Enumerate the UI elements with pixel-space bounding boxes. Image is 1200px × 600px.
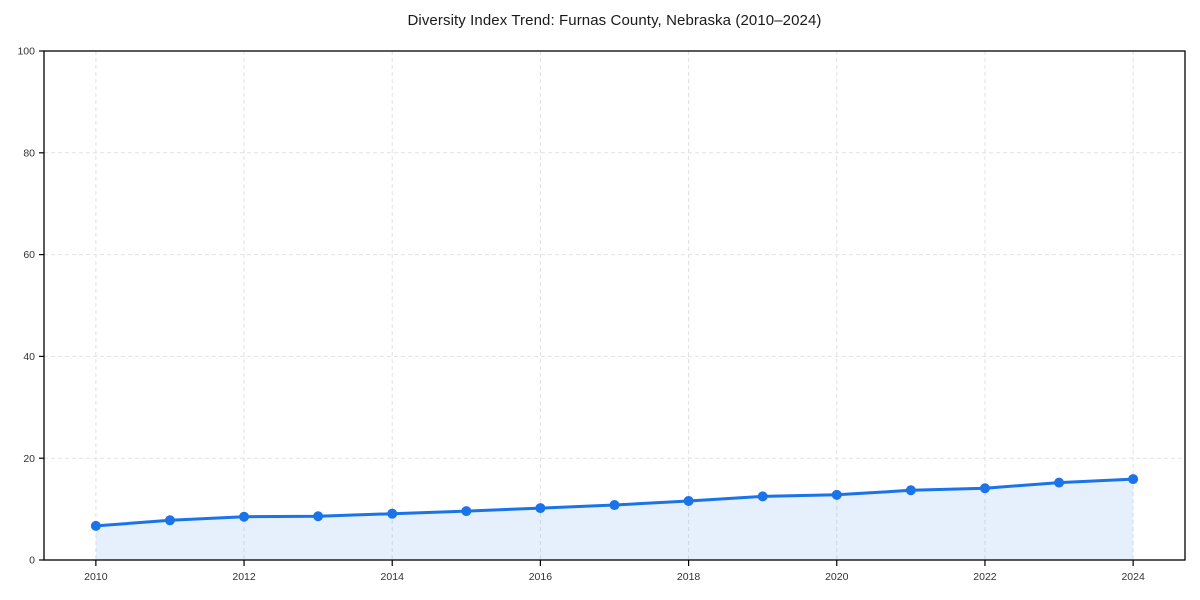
x-tick-label: 2018	[677, 571, 701, 583]
x-tick-label: 2014	[381, 571, 405, 583]
y-tick-label: 20	[23, 453, 35, 465]
area-layer	[95, 479, 1134, 560]
y-tick-label: 80	[23, 147, 35, 159]
x-tick-label: 2010	[84, 571, 108, 583]
data-point-marker	[387, 508, 398, 519]
plot-border	[43, 50, 1186, 561]
y-tick-label: 40	[23, 351, 35, 363]
y-tick-label: 60	[23, 249, 35, 261]
data-point-marker	[609, 500, 620, 511]
data-point-marker	[757, 491, 768, 502]
data-point-marker	[90, 520, 101, 531]
data-points	[90, 474, 1139, 531]
x-tick-label: 2012	[232, 571, 256, 583]
chart-title: Diversity Index Trend: Furnas County, Ne…	[407, 12, 822, 29]
x-tick-label: 2024	[1121, 571, 1145, 583]
data-point-marker	[239, 511, 250, 522]
data-point-marker	[313, 511, 324, 522]
gridlines	[44, 51, 1185, 560]
x-tick-label: 2022	[973, 571, 997, 583]
y-tick-label: 100	[17, 46, 35, 58]
data-point-marker	[1128, 474, 1139, 485]
x-tick-label: 2016	[529, 571, 553, 583]
area-fill	[95, 479, 1134, 560]
axis-ticks	[39, 50, 1134, 566]
data-point-marker	[164, 515, 175, 526]
data-point-marker	[905, 485, 916, 496]
data-point-marker	[683, 495, 694, 506]
y-tick-label: 0	[29, 555, 35, 567]
plot-border-rect	[43, 50, 1186, 561]
data-point-marker	[831, 489, 842, 500]
data-point-marker	[979, 483, 990, 494]
data-point-marker	[535, 503, 546, 514]
axis-labels: 0 20 40 60 80 100 2010 2012 2014 2016 2018 2020 2022…	[17, 46, 1145, 583]
data-point-marker	[1054, 477, 1065, 488]
x-tick-label: 2020	[825, 571, 849, 583]
data-point-marker	[461, 506, 472, 517]
